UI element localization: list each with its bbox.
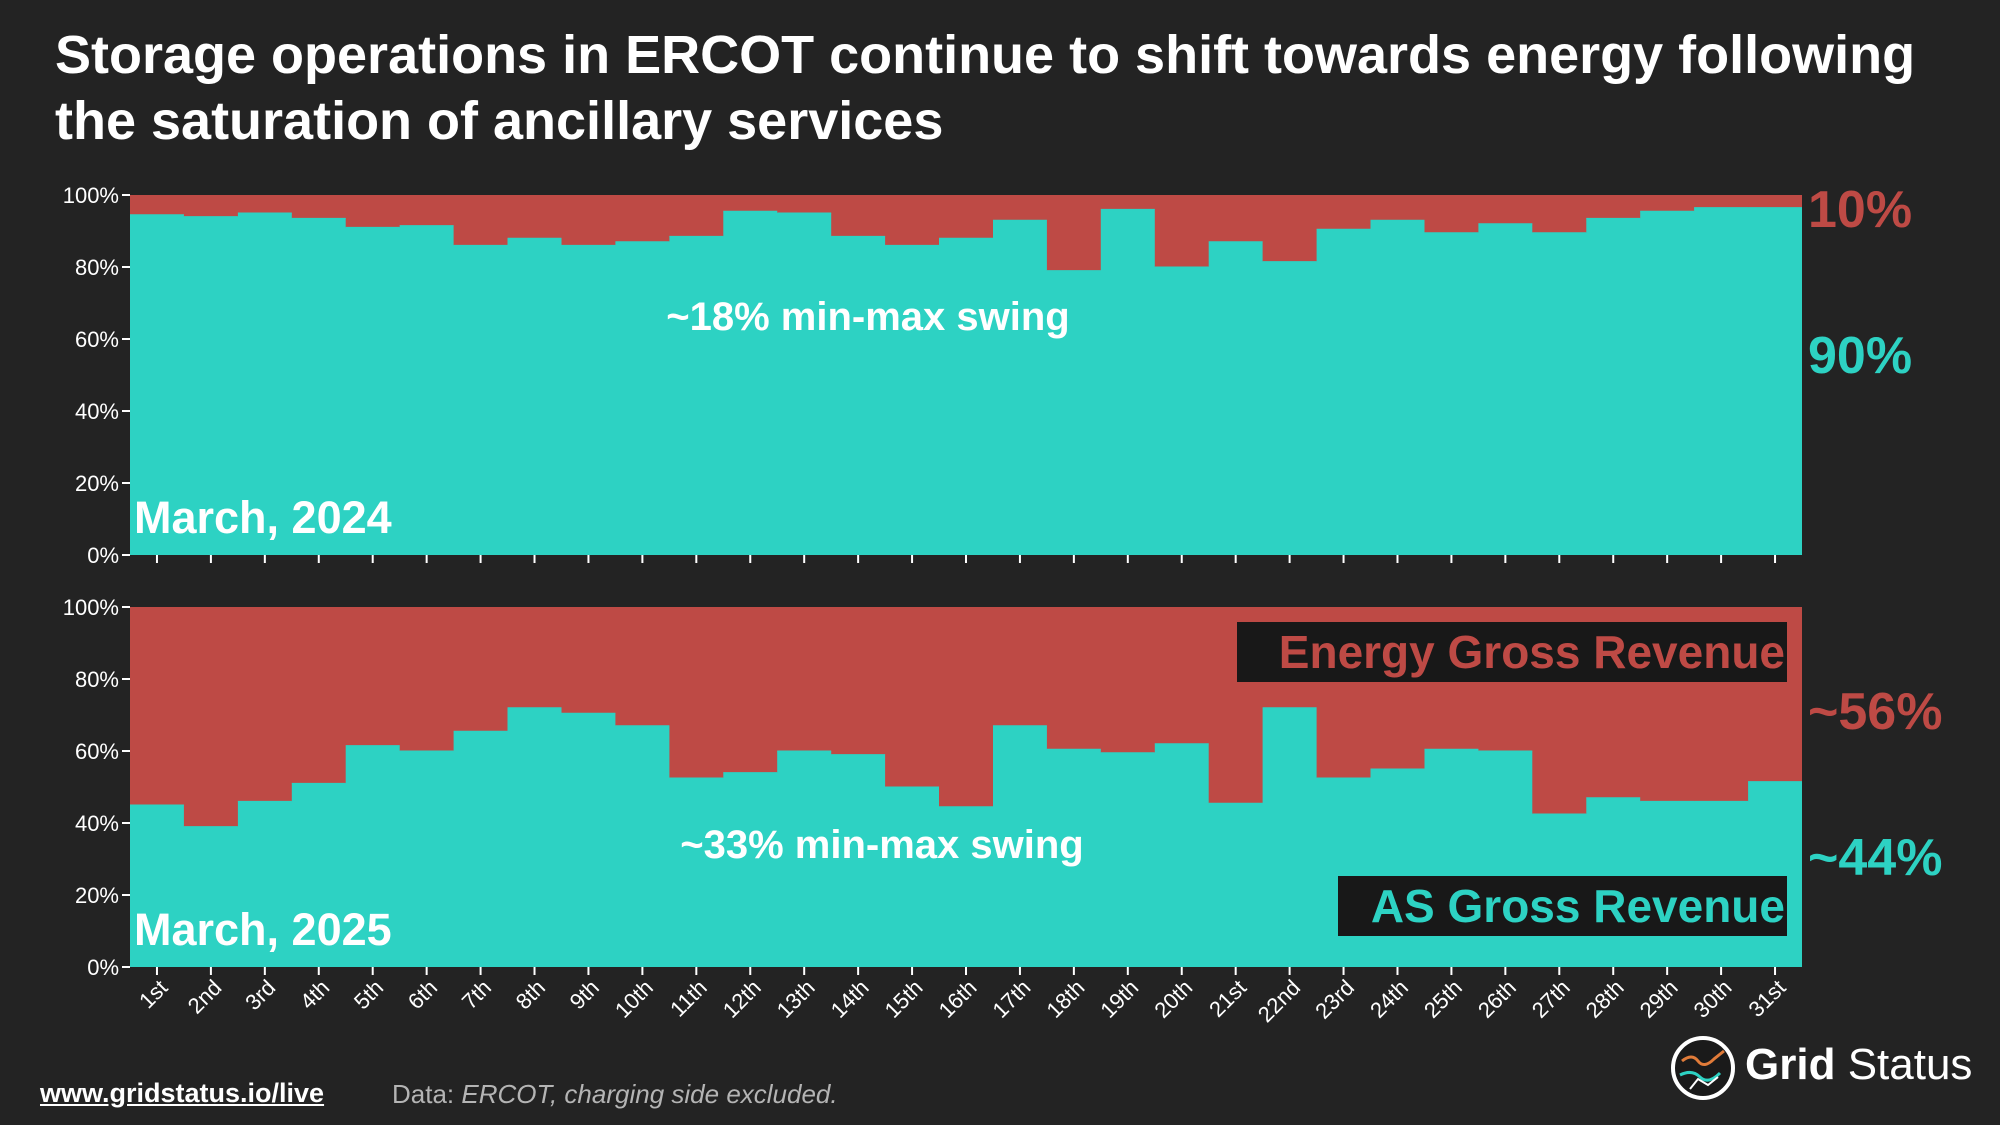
y-tick-label: 80% [75,667,119,692]
y-tick-label: 0% [87,955,119,980]
y-tick-label: 20% [75,471,119,496]
x-tick-label: 6th [403,975,442,1014]
x-tick-label: 25th [1419,975,1467,1023]
y-tick-label: 100% [63,595,119,620]
x-tick-label: 2nd [183,975,227,1019]
x-tick-label: 9th [565,975,604,1014]
y-tick-label: 60% [75,739,119,764]
x-tick-label: 3rd [240,975,280,1015]
as-share-label: 90% [1808,327,1912,385]
x-tick-label: 11th [665,975,712,1022]
x-tick-label: 21st [1204,975,1251,1022]
y-tick-label: 20% [75,883,119,908]
x-tick-label: 24th [1365,975,1413,1023]
x-tick-label: 15th [880,975,928,1023]
x-tick-label: 20th [1149,975,1197,1023]
data-source-prefix: Data: [392,1079,462,1109]
x-tick-label: 16th [934,975,982,1023]
x-tick-label: 4th [295,975,334,1014]
x-tick-label: 28th [1581,975,1629,1023]
as-share-label: ~44% [1808,829,1942,887]
legend-as-label: AS Gross Revenue [1371,880,1785,932]
chart-title: Storage operations in ERCOT continue to … [55,25,1916,151]
swing-annotation: ~33% min-max swing [680,823,1083,867]
energy-share-label: 10% [1808,181,1912,239]
x-tick-label: 22nd [1253,975,1305,1027]
x-tick-label: 7th [457,975,496,1014]
x-tick-label: 14th [826,975,874,1023]
x-tick-label: 13th [772,975,820,1023]
y-tick-label: 0% [87,543,119,568]
y-tick-label: 100% [63,183,119,208]
logo-word-grid: Grid [1745,1040,1836,1089]
x-tick-label: 17th [988,975,1036,1023]
x-tick-label: 27th [1527,975,1575,1023]
x-tick-label: 1st [134,975,172,1013]
x-tick-label: 19th [1095,975,1143,1023]
x-tick-label: 31st [1743,975,1790,1022]
data-source-note: Data: ERCOT, charging side excluded. [392,1079,838,1110]
legend-as-box [1338,876,1787,936]
period-label: March, 2025 [134,904,392,955]
x-tick-label: 30th [1689,975,1737,1023]
x-tick-label: 18th [1041,975,1089,1023]
x-tick-label: 12th [718,975,766,1023]
x-tick-label: 29th [1635,975,1683,1023]
gridstatus-link[interactable]: www.gridstatus.io/live [40,1078,325,1108]
as-step-area [130,207,1802,555]
gridstatus-logo-icon [1671,1036,1735,1100]
gridstatus-logo-text: Grid Status [1745,1039,1972,1091]
logo-word-status: Status [1847,1040,1973,1089]
period-label: March, 2024 [134,492,392,543]
x-tick-label: 5th [349,975,388,1014]
y-tick-label: 80% [75,255,119,280]
x-tick-label: 8th [511,975,550,1014]
y-tick-label: 60% [75,327,119,352]
legend-energy-box [1237,622,1787,682]
x-tick-label: 23rd [1310,975,1359,1024]
y-tick-label: 40% [75,399,119,424]
x-tick-label: 26th [1473,975,1521,1023]
y-tick-label: 40% [75,811,119,836]
legend-energy-label: Energy Gross Revenue [1279,626,1785,678]
x-tick-label: 10th [610,975,658,1023]
swing-annotation: ~18% min-max swing [666,295,1069,339]
energy-share-label: ~56% [1808,683,1942,741]
data-source-text: ERCOT, charging side excluded. [461,1079,838,1109]
